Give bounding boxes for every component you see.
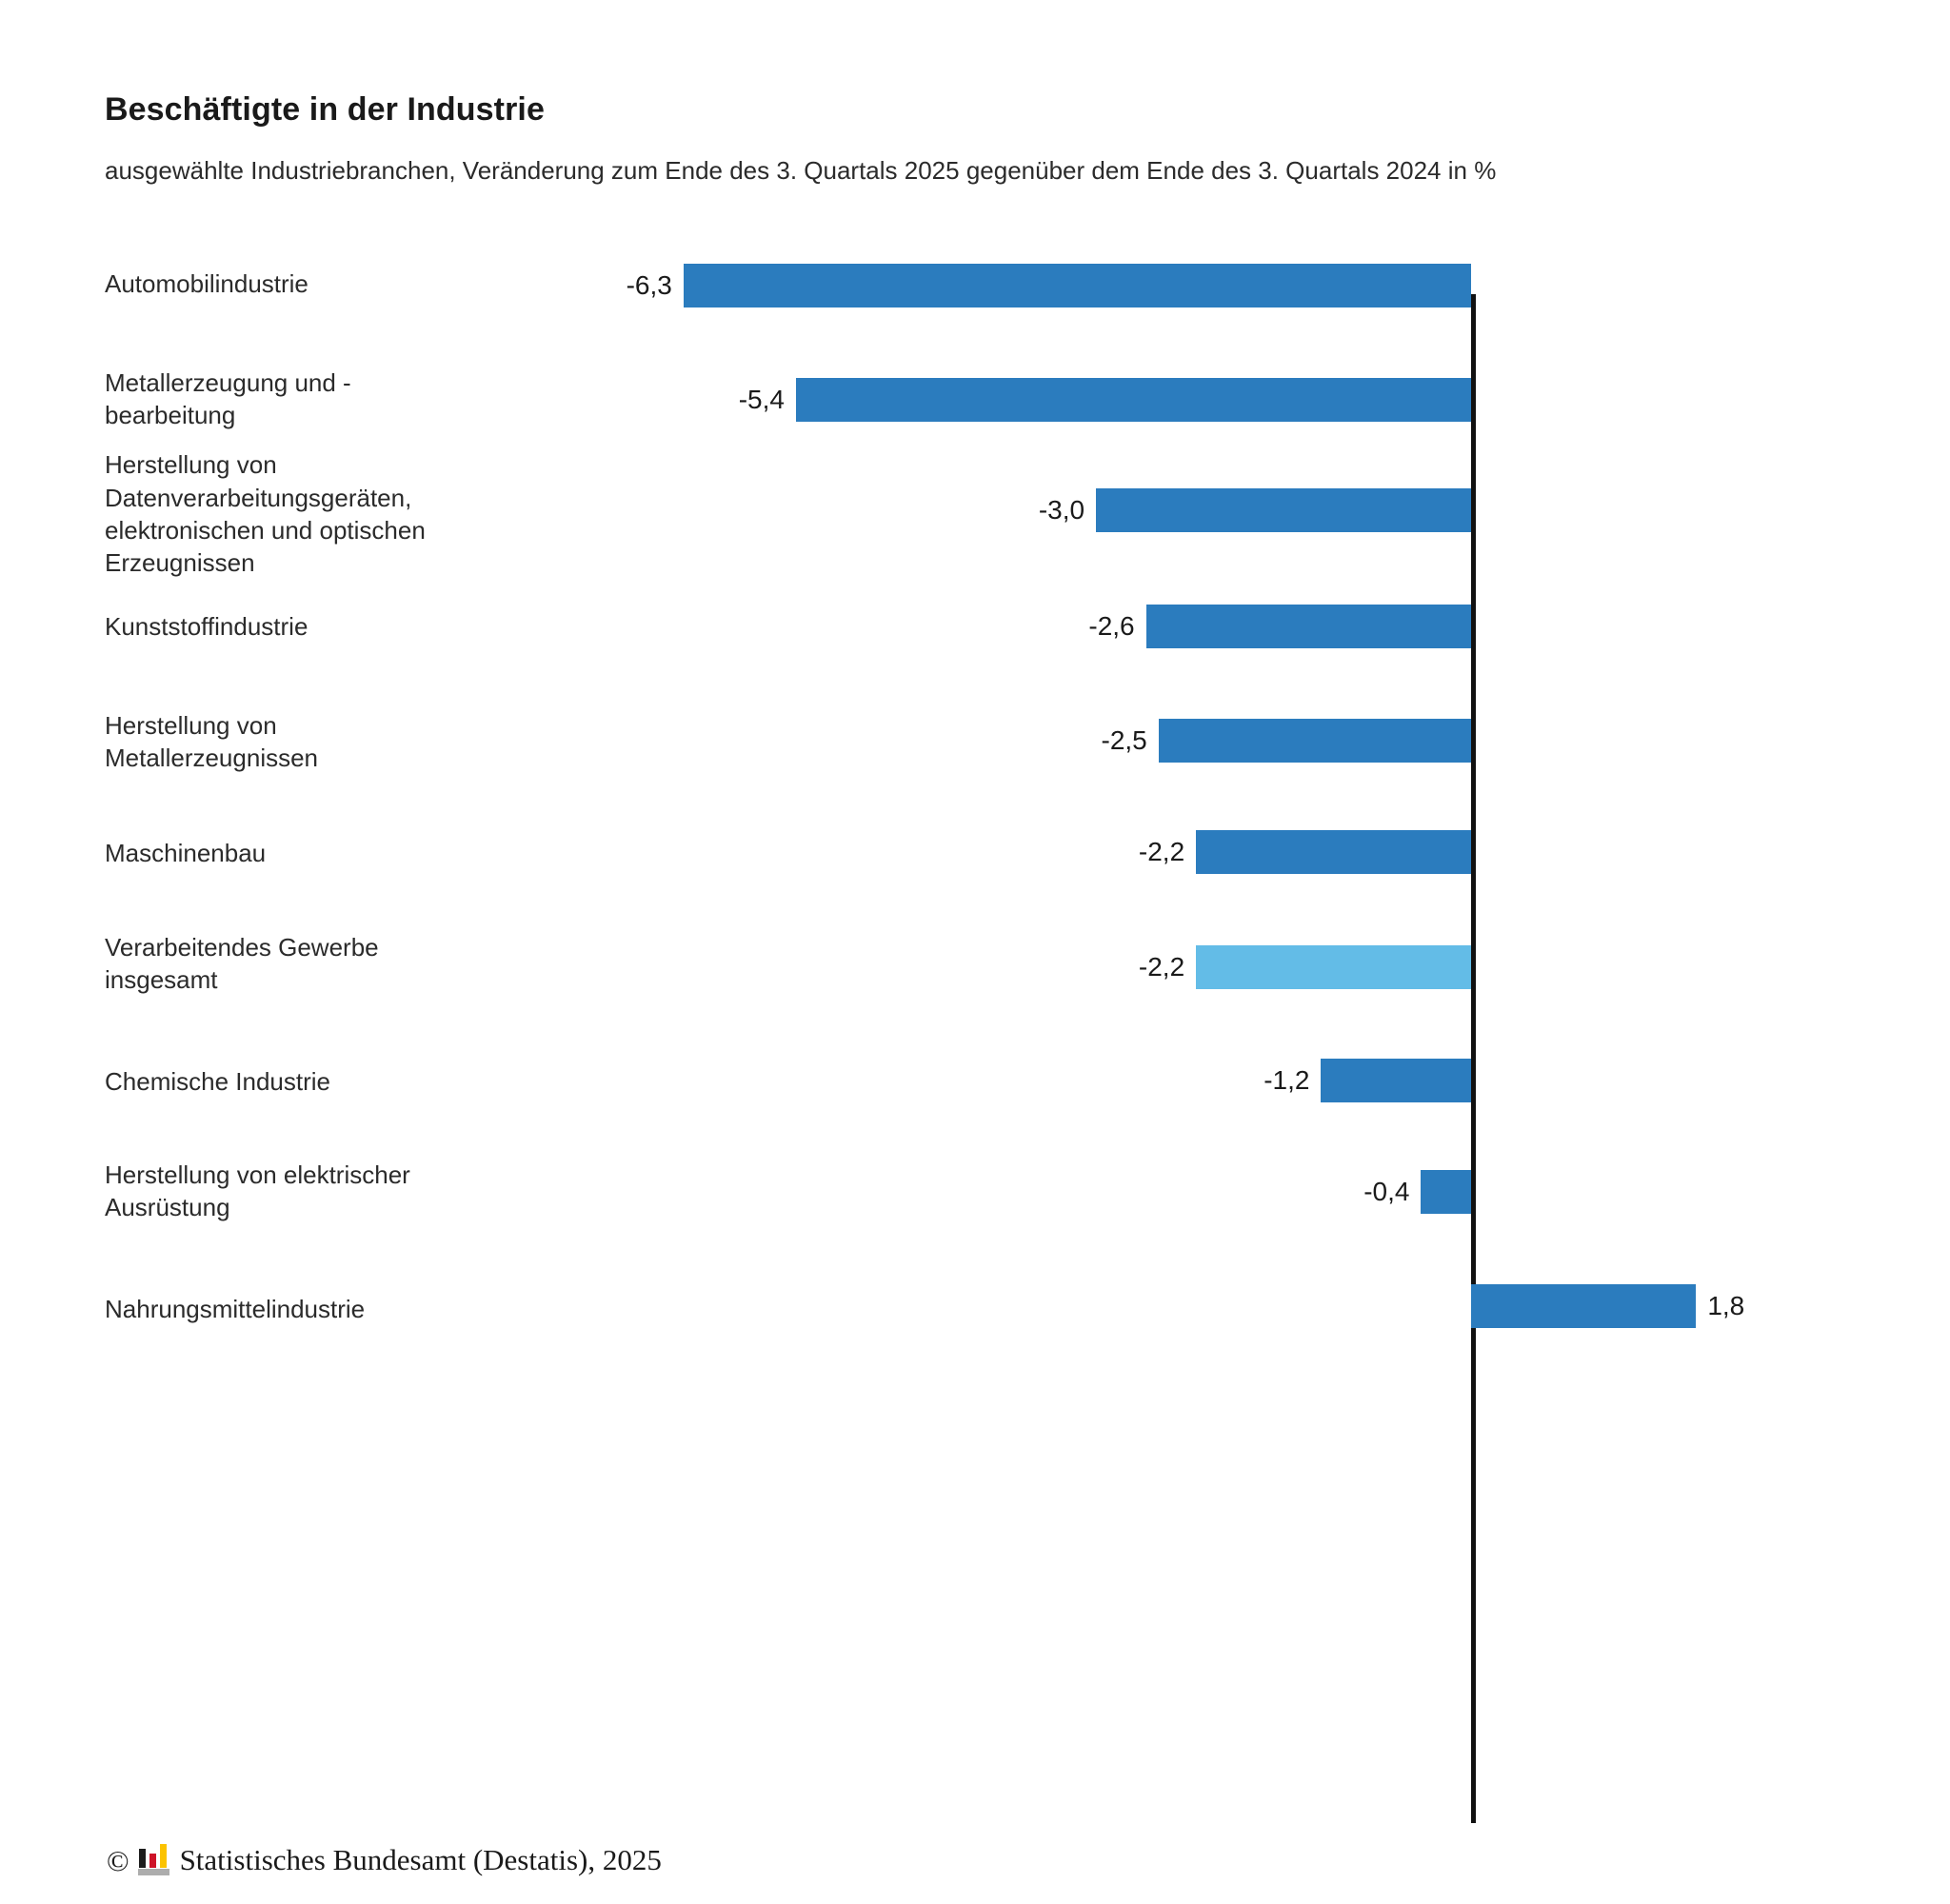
- logo-baseline: [137, 1869, 169, 1875]
- bar-value-label: -2,2: [1138, 952, 1185, 982]
- zero-axis-line: [1471, 294, 1476, 1823]
- bar-negative: [1196, 830, 1471, 874]
- bar-negative: [1196, 945, 1471, 989]
- destatis-logo-icon: [137, 1844, 170, 1876]
- bar-category-label: Automobilindustrie: [105, 268, 308, 298]
- bar-value-label: -2,5: [1101, 725, 1147, 755]
- bar-value-label: -5,4: [738, 385, 785, 414]
- bar-category-label: Verarbeitendes Gewerbe insgesamt: [105, 932, 379, 994]
- bar-negative: [1158, 719, 1471, 763]
- bar-value-label: -2,2: [1138, 837, 1185, 866]
- plot-area: Automobilindustrie -6,3 Metallerzeugung un…: [0, 264, 1950, 1823]
- logo-bar-red: [149, 1854, 156, 1868]
- bar-category-label: Chemische Industrie: [105, 1066, 330, 1096]
- bar-value-label: -3,0: [1038, 495, 1085, 525]
- bar-category-label: Herstellung von Metallerzeugnissen: [105, 710, 319, 772]
- bar-category-label: Metallerzeugung und - bearbeitung: [105, 367, 351, 429]
- bar-negative: [1145, 605, 1471, 648]
- bar-negative: [1421, 1170, 1471, 1214]
- bar-value-label: -0,4: [1363, 1177, 1410, 1206]
- logo-bar-yellow: [159, 1844, 167, 1868]
- footer-source-text: Statistisches Bundesamt (Destatis), 2025: [179, 1843, 662, 1876]
- bar-category-label: Maschinenbau: [105, 838, 267, 867]
- bar-category-label: Herstellung von Datenverarbeitungsgeräte…: [105, 450, 426, 578]
- bar-category-label: Nahrungsmittelindustrie: [105, 1294, 366, 1323]
- bar-negative: [1321, 1059, 1471, 1102]
- page-title: Beschäftigte in der Industrie: [105, 91, 545, 128]
- bar-value-label: 1,8: [1707, 1291, 1745, 1320]
- bar-category-label: Kunststoffindustrie: [105, 611, 308, 641]
- bar-value-label: -1,2: [1264, 1065, 1310, 1095]
- bar-negative: [795, 378, 1471, 422]
- copyright-icon: ©: [107, 1843, 129, 1877]
- bar-category-label: Herstellung von elektrischer Ausrüstung: [105, 1160, 410, 1221]
- bar-negative: [683, 264, 1471, 307]
- chart-footer: © Statistisches Bundesamt (Destatis), 20…: [107, 1843, 662, 1877]
- chart-header: Beschäftigte in der Industrie ausgewählt…: [105, 90, 1781, 187]
- bar-positive: [1471, 1284, 1697, 1328]
- logo-bar-black: [138, 1849, 146, 1868]
- chart-subtitle: ausgewählte Industriebranchen, Veränderu…: [105, 155, 1497, 185]
- bar-value-label: -2,6: [1088, 611, 1135, 641]
- bar-value-label: -6,3: [626, 270, 672, 300]
- bar-negative: [1096, 488, 1471, 532]
